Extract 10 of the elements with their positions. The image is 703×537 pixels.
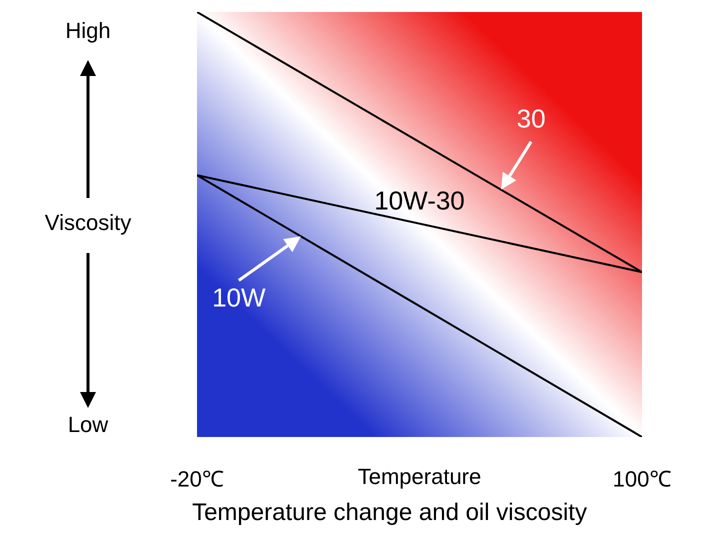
text: High <box>65 18 111 43</box>
annotation: 30 <box>516 104 546 134</box>
annotation: 10W-30 <box>374 186 465 216</box>
x-tick-label: 100℃ <box>612 466 672 492</box>
x-tick-label: -20℃ <box>170 466 224 492</box>
annotation: 10W <box>212 282 266 312</box>
text: Low <box>68 412 108 437</box>
x-axis-title: Temperature <box>358 464 482 489</box>
text: Temperature change and oil viscosity <box>192 499 587 526</box>
y-axis-title: Viscosity <box>44 210 132 235</box>
